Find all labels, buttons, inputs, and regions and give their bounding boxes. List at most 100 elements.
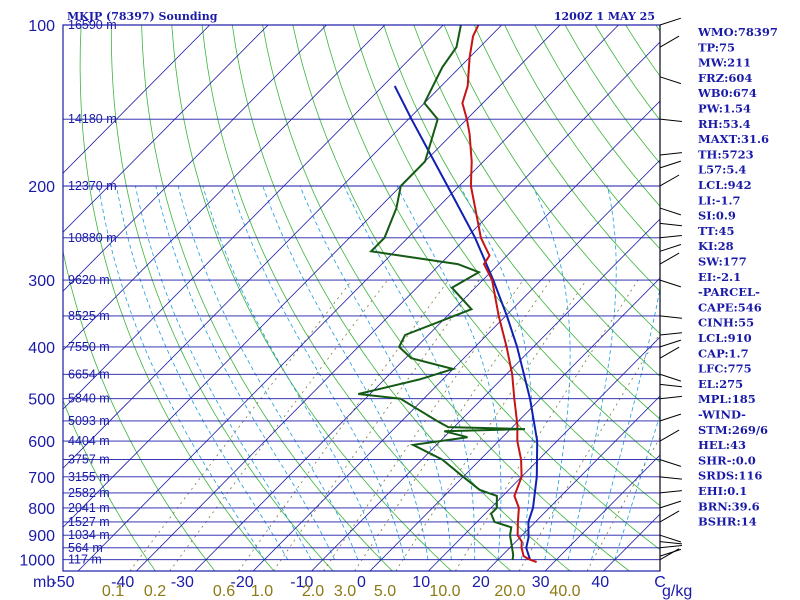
moist-adiabat xyxy=(532,185,571,560)
moist-adiabat xyxy=(155,185,335,560)
wind-barb xyxy=(659,541,682,545)
wind-barb xyxy=(659,35,680,48)
height-label: 117 m xyxy=(68,553,102,567)
moist-adiabat xyxy=(116,185,289,560)
wind-barb xyxy=(659,459,682,467)
wind-barb xyxy=(659,383,682,388)
wind-barb xyxy=(659,17,682,26)
mixing-ratio-line xyxy=(238,279,449,571)
moist-adiabat xyxy=(98,185,265,560)
dry-adiabat xyxy=(473,25,660,292)
temperature-tick-label: C xyxy=(654,574,666,591)
mixing-ratio-line xyxy=(169,279,388,571)
isotherm xyxy=(63,25,386,351)
wind-barb xyxy=(659,490,682,494)
dry-adiabat xyxy=(63,399,156,571)
height-label: 10880 m xyxy=(68,231,117,245)
dry-adiabat xyxy=(413,25,660,377)
isotherm xyxy=(252,159,660,571)
isotherm xyxy=(311,218,660,571)
mixing-ratio-line xyxy=(395,279,587,571)
stability-index: STM:269/6 xyxy=(698,423,768,437)
dry-adiabat xyxy=(534,25,660,207)
stability-index: BSHR:14 xyxy=(698,515,757,529)
dry-adiabat xyxy=(504,25,660,250)
temperature-tick-label: 40 xyxy=(591,574,609,591)
mixing-ratio-tick-label: 3.0 xyxy=(334,583,356,600)
stability-index: SI:0.9 xyxy=(698,209,736,223)
stability-index: MPL:185 xyxy=(698,392,756,406)
wind-barb xyxy=(659,222,682,227)
height-label: 1034 m xyxy=(68,528,110,542)
wind-barb xyxy=(659,346,680,359)
stability-index: EL:275 xyxy=(698,377,743,391)
wind-barb xyxy=(659,339,682,348)
height-label: 2041 m xyxy=(68,501,110,515)
dry-adiabat xyxy=(201,25,512,571)
stability-index: PW:1.54 xyxy=(698,102,751,116)
isotherm xyxy=(77,25,619,571)
pressure-tick-label: 600 xyxy=(28,434,55,451)
stability-index: LCL:942 xyxy=(698,178,752,192)
temperature-tick-label: 20 xyxy=(472,574,490,591)
height-label: 16590 m xyxy=(68,18,117,32)
isotherm xyxy=(428,336,660,571)
stability-index: WB0:674 xyxy=(697,86,757,100)
isotherm xyxy=(63,25,210,174)
wind-barb xyxy=(659,207,682,216)
stability-index: HEL:43 xyxy=(698,438,746,452)
mixing-ratio-line xyxy=(323,279,524,571)
mixing-ratio-tick-label: 1.0 xyxy=(251,583,273,600)
moist-adiabat xyxy=(567,185,617,560)
temperature-tick-label: -40 xyxy=(111,574,134,591)
wind-barb xyxy=(659,545,682,549)
dry-adiabat xyxy=(262,25,630,571)
height-label: 4404 m xyxy=(68,434,110,448)
height-label: 12370 m xyxy=(68,179,117,193)
height-label: 5840 m xyxy=(68,392,110,406)
stability-index: TH:5723 xyxy=(698,147,754,161)
pressure-tick-label: 300 xyxy=(28,273,55,290)
mixing-ratio-tick-label: 0.6 xyxy=(213,583,235,600)
mixing-ratio-line xyxy=(454,279,639,571)
mixing-ratio-tick-label: 10.0 xyxy=(429,583,460,600)
wind-barb xyxy=(659,252,680,265)
dry-adiabat xyxy=(171,25,452,571)
dry-adiabat xyxy=(383,25,660,420)
plot-frame xyxy=(62,24,661,572)
moist-adiabat xyxy=(396,185,502,560)
temperature-tick-label: 30 xyxy=(532,574,550,591)
wind-barb xyxy=(659,152,682,156)
dry-adiabat xyxy=(322,25,660,507)
temperature-tick-label: -20 xyxy=(231,574,254,591)
wind-barb xyxy=(659,315,682,319)
height-label: 1527 m xyxy=(68,515,110,529)
moist-adiabat xyxy=(202,185,382,560)
moist-adiabat xyxy=(343,185,476,560)
mixing-ratio-tick-label: 0.1 xyxy=(102,583,124,600)
height-label: 2582 m xyxy=(68,486,110,500)
wind-barb xyxy=(659,395,682,400)
stability-index: LFC:775 xyxy=(698,362,752,376)
wind-barb xyxy=(659,235,682,239)
moist-adiabat xyxy=(299,185,452,560)
height-label: 3155 m xyxy=(68,470,110,484)
isotherm xyxy=(486,395,660,571)
isotherm xyxy=(63,25,269,233)
dry-adiabat xyxy=(110,25,334,571)
mixing-ratio-tick-label: 40.0 xyxy=(549,583,580,600)
height-label: 9620 m xyxy=(68,273,110,287)
height-label: 6654 m xyxy=(68,367,110,381)
wind-barb xyxy=(659,548,680,561)
temperature-tick-label: -50 xyxy=(51,574,74,591)
dry-adiabat xyxy=(777,25,800,571)
height-label: 3757 m xyxy=(68,453,110,467)
wind-barb xyxy=(659,548,682,557)
dry-adiabat xyxy=(292,25,660,551)
wind-barb xyxy=(659,174,680,187)
mixing-ratio-unit: g/kg xyxy=(662,583,692,600)
isotherm xyxy=(136,41,660,571)
height-label: 564 m xyxy=(68,541,103,555)
stability-index: -PARCEL- xyxy=(698,285,760,299)
